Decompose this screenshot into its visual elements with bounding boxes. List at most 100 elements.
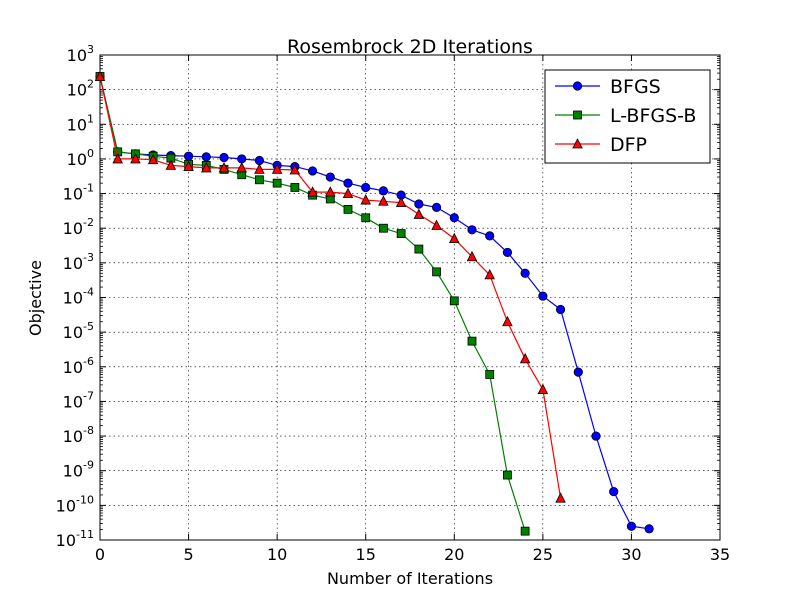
data-point-dfp <box>502 315 513 327</box>
ticks-layer: 0 5 10 15 20 25 30 35 103 102 101 100 10-1 10-2 10-3 10… <box>56 43 731 564</box>
data-point-dfp <box>484 268 495 280</box>
data-point-bfgs <box>573 367 583 377</box>
x-tick-label: 10 <box>267 545 287 564</box>
data-point-dfp <box>236 162 247 173</box>
y-tick-label: 10-1 <box>63 182 94 204</box>
legend-label-dfp: DFP <box>610 134 647 156</box>
data-point-l-bfgs-b <box>485 370 495 379</box>
data-point-bfgs <box>325 172 335 182</box>
data-point-bfgs <box>555 304 566 315</box>
x-tick-label: 0 <box>95 545 105 564</box>
data-point-bfgs <box>449 213 459 223</box>
data-point-l-bfgs-b <box>255 175 264 185</box>
y-tick-label: 10-9 <box>63 459 94 481</box>
data-point-l-bfgs-b <box>379 223 388 233</box>
y-tick-label: 10-5 <box>63 320 94 342</box>
x-tick-label: 35 <box>710 545 730 564</box>
data-point-bfgs <box>485 231 495 241</box>
data-point-bfgs <box>201 152 211 162</box>
y-tick-label: 101 <box>67 112 94 134</box>
data-point-dfp <box>395 196 407 207</box>
series-layer <box>94 70 654 536</box>
data-point-l-bfgs-b <box>449 296 459 306</box>
x-tick-label: 5 <box>183 545 193 564</box>
data-point-bfgs <box>219 152 229 163</box>
data-point-dfp <box>289 164 301 175</box>
data-point-dfp <box>254 163 265 174</box>
data-point-l-bfgs-b <box>414 244 424 254</box>
data-point-bfgs <box>591 431 601 441</box>
y-axis-label: Objective <box>26 260 45 336</box>
data-point-dfp <box>555 492 566 503</box>
data-point-dfp <box>183 160 194 172</box>
data-point-l-bfgs-b <box>467 336 477 346</box>
series-dfp <box>94 70 566 503</box>
data-point-bfgs <box>520 268 530 278</box>
y-tick-label: 10-6 <box>63 355 94 377</box>
y-tick-label: 10-7 <box>63 389 94 411</box>
data-point-bfgs <box>414 199 424 209</box>
data-point-bfgs <box>644 524 654 534</box>
data-point-l-bfgs-b <box>361 213 371 223</box>
data-point-dfp <box>378 195 389 206</box>
legend-marker-dfp <box>572 138 583 149</box>
legend-label-bfgs: BFGS <box>610 76 661 98</box>
data-point-dfp <box>201 162 212 173</box>
data-point-l-bfgs-b <box>272 178 282 188</box>
data-point-bfgs <box>538 291 548 301</box>
legend-marker-l-bfgs-b <box>573 110 582 120</box>
data-point-bfgs <box>307 166 318 176</box>
y-tick-label: 102 <box>67 78 94 100</box>
data-point-dfp <box>147 153 159 165</box>
y-tick-label: 103 <box>67 43 94 65</box>
data-point-l-bfgs-b <box>503 470 512 480</box>
data-point-dfp <box>519 352 531 364</box>
data-point-bfgs <box>609 486 619 497</box>
data-point-bfgs <box>467 225 477 235</box>
data-point-dfp <box>431 219 442 230</box>
data-point-bfgs <box>254 155 265 166</box>
x-tick-label: 15 <box>356 545 376 564</box>
data-point-dfp <box>94 70 106 81</box>
data-point-dfp <box>271 163 283 174</box>
y-tick-label: 100 <box>67 147 94 169</box>
y-tick-label: 10-11 <box>56 528 94 550</box>
data-point-l-bfgs-b <box>290 183 300 192</box>
legend: BFGS L-BFGS-B DFP <box>544 69 711 164</box>
data-point-bfgs <box>361 182 371 193</box>
data-point-dfp <box>165 159 177 170</box>
x-axis-label: Number of Iterations <box>327 569 493 588</box>
x-tick-label: 30 <box>621 545 641 564</box>
y-tick-label: 10-2 <box>63 216 94 238</box>
legend-items: BFGS L-BFGS-B DFP <box>555 76 696 156</box>
data-point-bfgs <box>378 186 389 196</box>
data-point-l-bfgs-b <box>520 526 530 536</box>
y-tick-label: 10-8 <box>63 424 94 446</box>
data-point-dfp <box>342 187 354 198</box>
data-point-bfgs <box>237 154 247 164</box>
x-tick-label: 20 <box>444 545 464 564</box>
data-point-bfgs <box>431 202 442 212</box>
legend-label-l-bfgs-b: L-BFGS-B <box>610 105 696 127</box>
legend-marker-bfgs <box>572 81 583 91</box>
data-point-bfgs <box>502 247 513 258</box>
legend-item-bfgs: BFGS <box>555 76 661 98</box>
data-point-l-bfgs-b <box>396 229 406 238</box>
data-point-bfgs <box>626 521 637 531</box>
data-point-dfp <box>537 383 549 394</box>
x-tick-label: 25 <box>533 545 553 564</box>
data-point-bfgs <box>343 178 353 188</box>
data-point-dfp <box>218 162 230 173</box>
data-point-dfp <box>130 153 141 164</box>
data-point-dfp <box>413 208 425 219</box>
data-point-dfp <box>360 194 371 205</box>
legend-item-dfp: DFP <box>555 134 647 156</box>
y-tick-label: 10-3 <box>63 251 94 273</box>
data-point-dfp <box>112 153 123 164</box>
data-point-l-bfgs-b <box>343 204 353 214</box>
data-point-dfp <box>466 250 478 262</box>
chart-title: Rosembrock 2D Iterations <box>287 36 533 58</box>
y-tick-label: 10-10 <box>56 493 94 515</box>
data-point-l-bfgs-b <box>432 267 441 277</box>
